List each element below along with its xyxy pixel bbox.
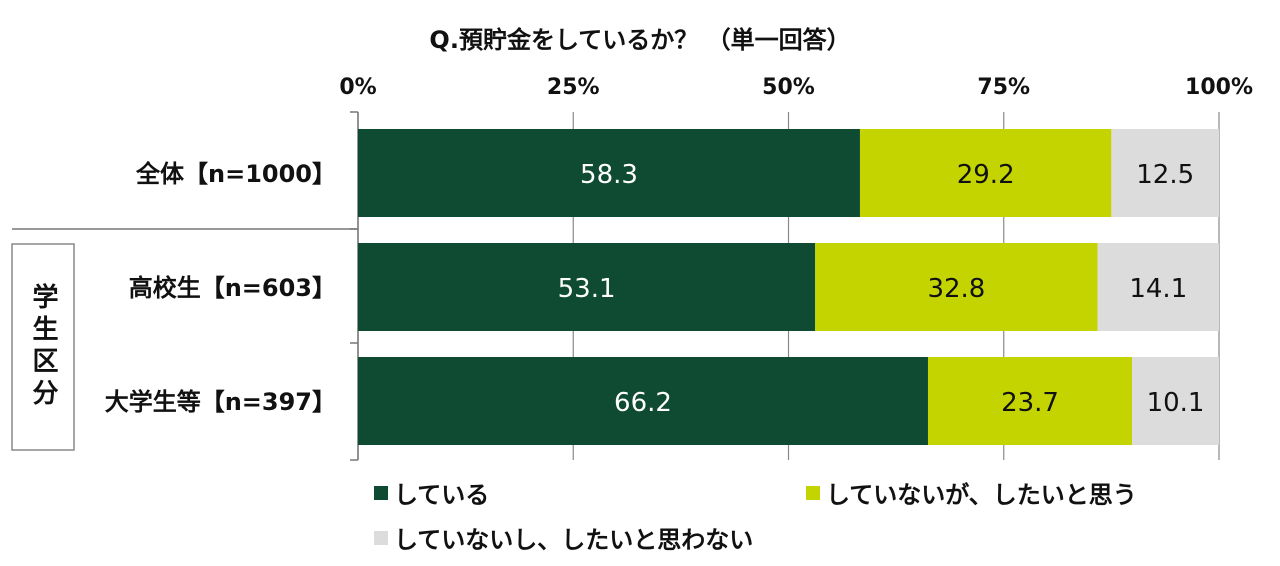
group-label-box (11, 243, 75, 451)
bar-segment (358, 357, 928, 445)
bar-segment (1097, 243, 1219, 331)
data-label: 58.3 (580, 160, 638, 190)
legend-swatch (806, 486, 820, 500)
legend-swatch (374, 531, 388, 545)
category-labels: 全体【n=1000】高校生【n=603】大学生等【n=397】 (105, 160, 336, 416)
data-label: 12.5 (1136, 160, 1194, 190)
data-label: 32.8 (927, 274, 985, 304)
group-label-text: 学生区分 (28, 282, 58, 411)
bar-segment (859, 129, 1112, 217)
bar-segment (927, 357, 1133, 445)
category-label: 大学生等【n=397】 (105, 388, 336, 416)
legend-label: していないし、したいと思わない (394, 526, 753, 554)
legend-label: している (394, 481, 489, 509)
legend-label: していないが、したいと思う (826, 481, 1137, 509)
x-tick-label: 50% (762, 75, 815, 100)
data-label: 23.7 (1001, 388, 1059, 418)
bar-segment (358, 243, 816, 331)
x-tick-label: 0% (339, 75, 376, 100)
x-tick-labels: 0% 25% 50% 75% 100% (339, 75, 1253, 100)
bar-segment (815, 243, 1098, 331)
data-label: 66.2 (614, 388, 672, 418)
data-label: 53.1 (558, 274, 616, 304)
x-tick-label: 100% (1185, 75, 1253, 100)
category-label: 高校生【n=603】 (129, 274, 336, 302)
data-label: 29.2 (957, 160, 1015, 190)
chart-title: Q.預貯金をしているか？ （単一回答） (429, 26, 850, 54)
x-tick-label: 25% (547, 75, 600, 100)
bar-segment (1111, 129, 1219, 217)
category-label: 全体【n=1000】 (135, 160, 336, 188)
bar-segment (358, 129, 860, 217)
group-label: 学生区分 (11, 243, 75, 451)
bar-layer: 58.3 29.2 12.5 53.1 32.8 14.1 66.2 23.7 10.1 (358, 129, 1219, 445)
x-tick-label: 75% (977, 75, 1030, 100)
bar-segment (1132, 357, 1219, 445)
data-label: 10.1 (1147, 388, 1205, 418)
data-label: 14.1 (1129, 274, 1187, 304)
legend-swatch (374, 486, 388, 500)
